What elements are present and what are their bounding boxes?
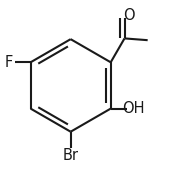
Text: OH: OH	[122, 101, 144, 116]
Text: Br: Br	[63, 148, 79, 163]
Text: O: O	[123, 8, 135, 23]
Text: F: F	[5, 55, 13, 70]
